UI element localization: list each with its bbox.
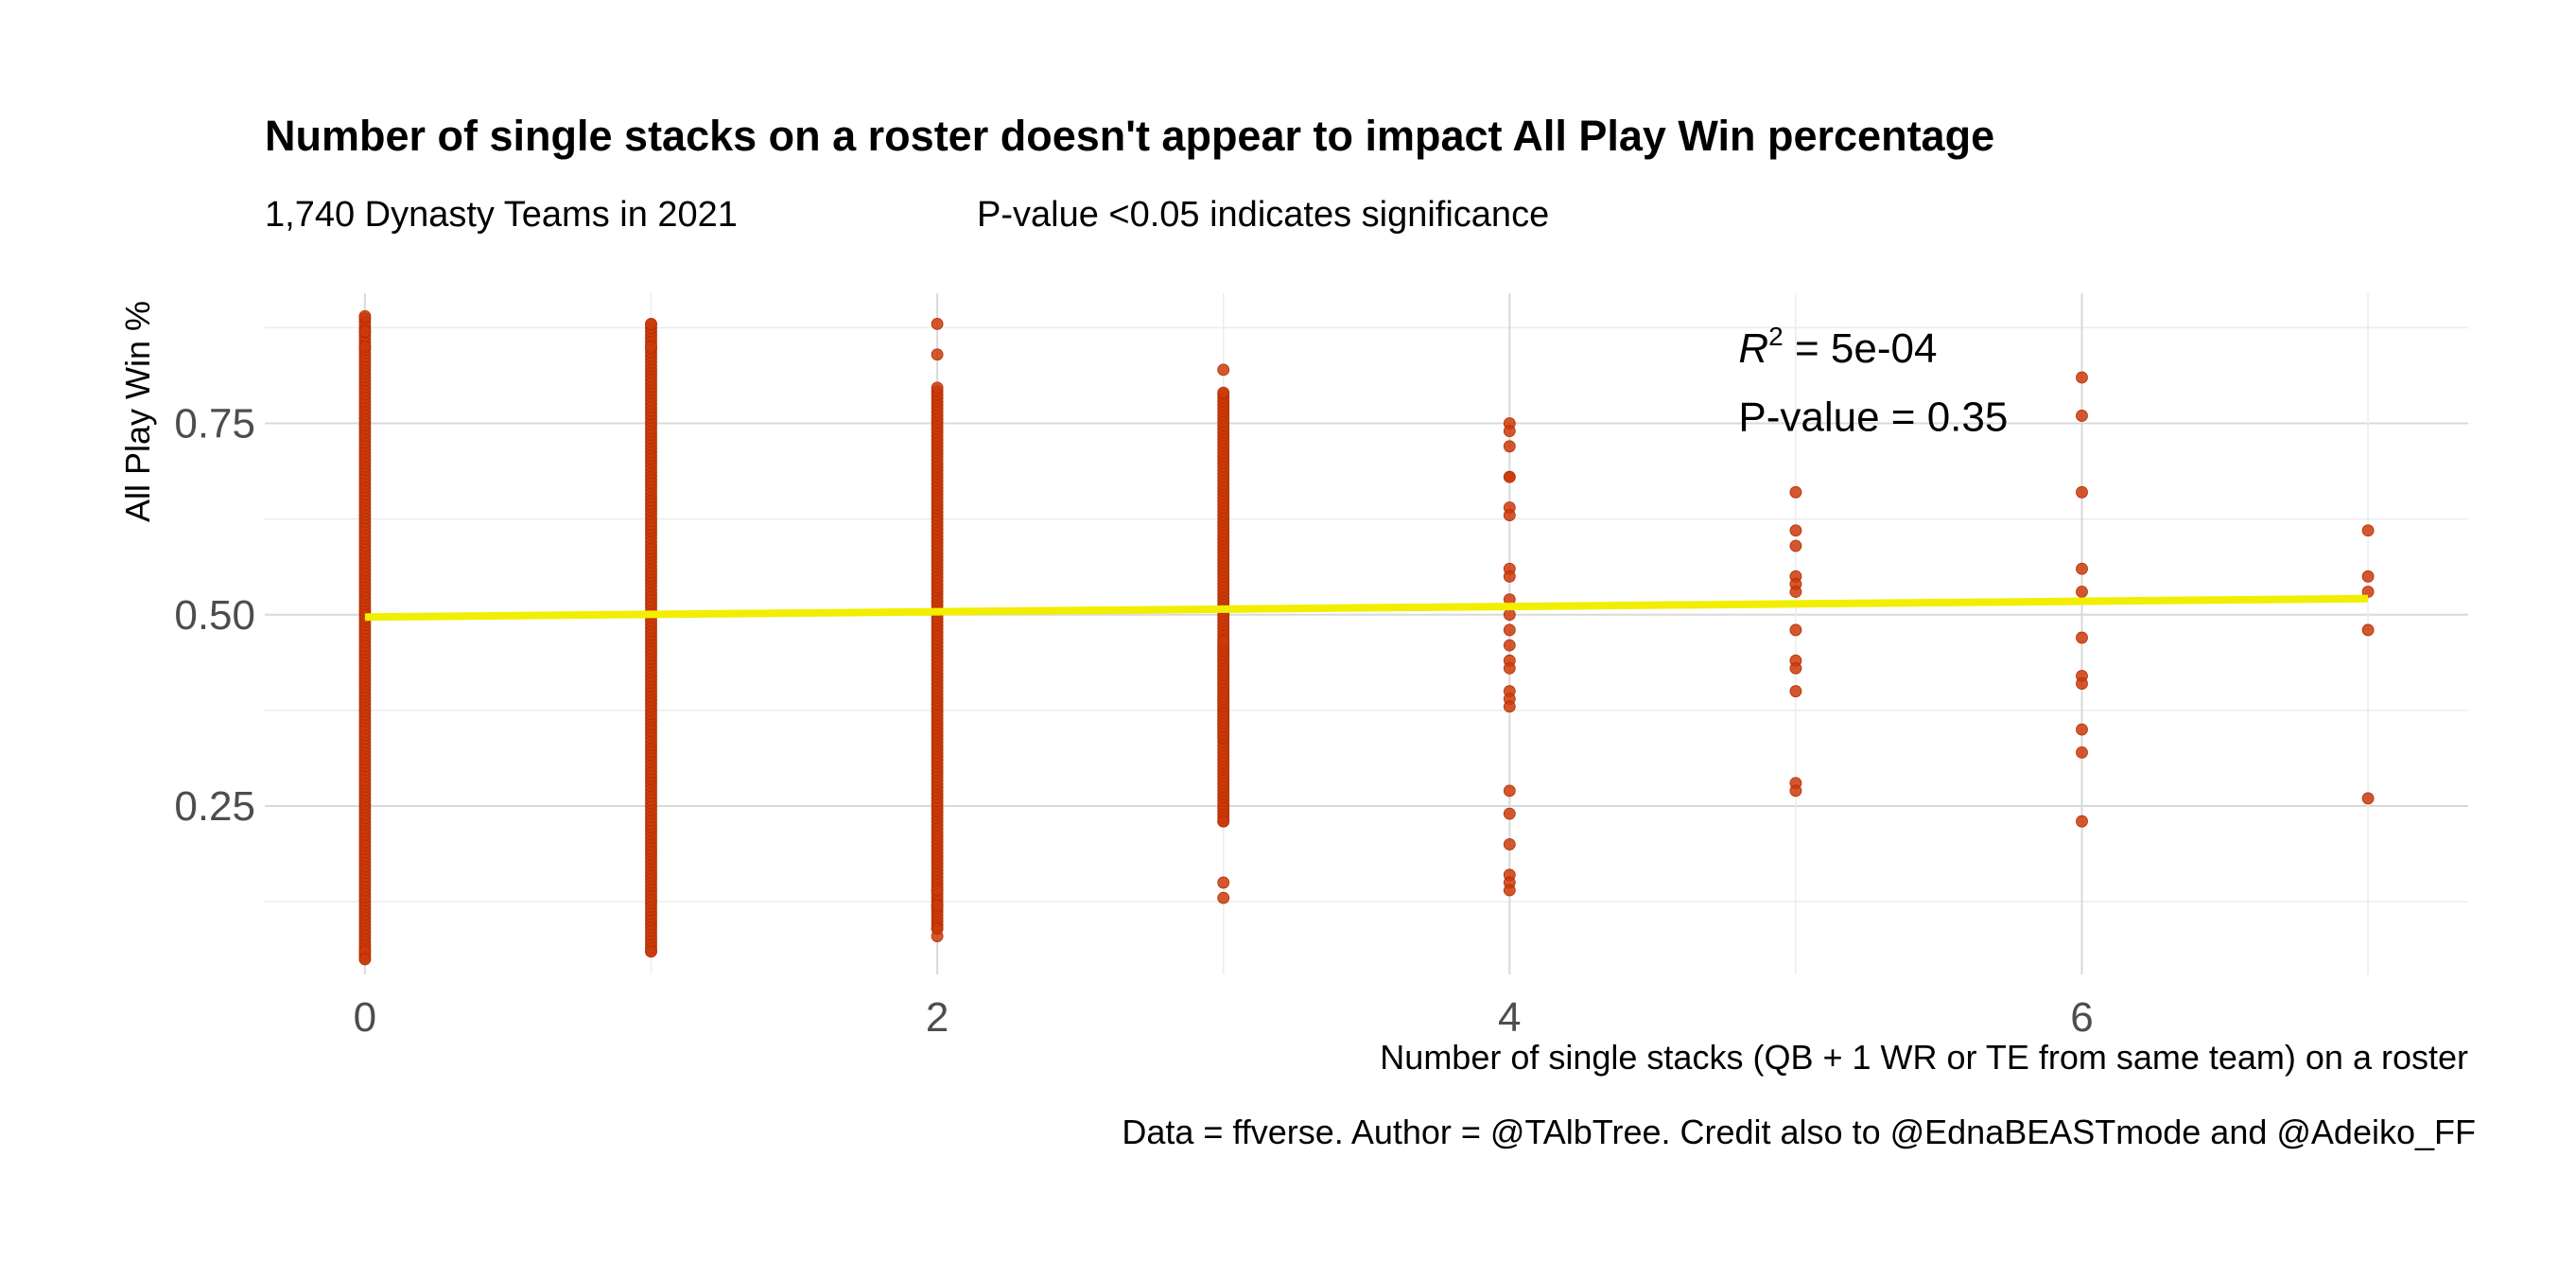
data-point [1789, 485, 1802, 499]
p-value-annotation: P-value = 0.35 [1738, 394, 2008, 441]
data-point [1789, 623, 1802, 637]
data-point [1503, 425, 1516, 438]
data-point [2076, 631, 2088, 644]
data-point [1789, 539, 1802, 552]
data-point [645, 317, 657, 330]
data-point [931, 899, 944, 912]
x-tick-label: 4 [1498, 994, 1521, 1041]
data-point [1503, 807, 1516, 820]
data-point [1789, 586, 1802, 598]
data-point [1217, 634, 1230, 647]
data-point [1789, 685, 1802, 698]
data-point [2076, 745, 2088, 759]
y-tick-label: 0.50 [174, 592, 255, 639]
data-point [1503, 662, 1516, 675]
data-point [931, 317, 944, 330]
y-tick-label: 0.25 [174, 783, 255, 830]
data-point [358, 953, 372, 966]
y-axis-label: All Play Win % [118, 301, 157, 522]
data-point [1217, 815, 1230, 828]
data-point [2361, 524, 2375, 537]
data-point [2076, 723, 2088, 736]
data-point [1503, 884, 1516, 897]
data-point [358, 309, 372, 323]
subtitle-teams: 1,740 Dynasty Teams in 2021 [265, 195, 738, 235]
data-point [1503, 639, 1516, 652]
r-squared-value: = 5e-04 [1784, 325, 1938, 372]
data-point [1217, 891, 1230, 904]
data-point [2361, 792, 2375, 805]
x-tick-label: 2 [926, 994, 949, 1041]
data-point [931, 381, 944, 394]
data-point [645, 945, 657, 958]
r-label: R [1738, 325, 1768, 372]
data-point [1789, 524, 1802, 537]
data-point [2076, 485, 2088, 499]
data-point [931, 884, 944, 897]
data-point [1789, 784, 1802, 798]
y-tick-label: 0.75 [174, 401, 255, 447]
chart-title: Number of single stacks on a roster does… [265, 112, 1995, 160]
r-squared-annotation: R2 = 5e-04 [1738, 322, 1937, 372]
data-point [2076, 677, 2088, 690]
data-point [931, 348, 944, 361]
data-point [1217, 876, 1230, 889]
data-point [1503, 470, 1516, 483]
subtitle-significance: P-value <0.05 indicates significance [977, 195, 1550, 235]
x-axis-label: Number of single stacks (QB + 1 WR or TE… [1380, 1038, 2468, 1077]
data-point [1217, 386, 1230, 399]
data-point [1503, 784, 1516, 798]
scatter-points [358, 309, 2375, 966]
data-point [2076, 562, 2088, 575]
data-point [1503, 838, 1516, 850]
data-point [1503, 623, 1516, 637]
data-point [358, 341, 372, 354]
data-point [1503, 509, 1516, 522]
data-point [2076, 410, 2088, 422]
grid-lines [265, 293, 2468, 974]
data-point [1789, 662, 1802, 675]
data-point [2076, 586, 2088, 598]
axis-ticks: 0.25 0.50 0.75 0 2 4 6 [174, 401, 2093, 1041]
data-point [1503, 570, 1516, 583]
data-point [1503, 700, 1516, 713]
x-tick-label: 6 [2070, 994, 2093, 1041]
data-point [2361, 586, 2375, 598]
data-point [2361, 570, 2375, 583]
data-point [645, 341, 657, 354]
r-superscript: 2 [1768, 322, 1784, 351]
data-point [2076, 371, 2088, 384]
data-point [1217, 363, 1230, 377]
regression-fit-line [364, 594, 2369, 622]
data-point [2361, 623, 2375, 637]
chart-subtitle: 1,740 Dynasty Teams in 2021 P-value <0.05… [265, 195, 1549, 236]
data-point [2076, 815, 2088, 828]
data-point [1503, 608, 1516, 622]
x-tick-label: 0 [354, 994, 376, 1041]
data-point [931, 922, 944, 935]
regression-line [364, 594, 2369, 622]
data-point [358, 325, 372, 338]
data-point [1503, 440, 1516, 453]
chart-caption: Data = ffverse. Author = @TAlbTree. Cred… [1122, 1113, 2476, 1151]
